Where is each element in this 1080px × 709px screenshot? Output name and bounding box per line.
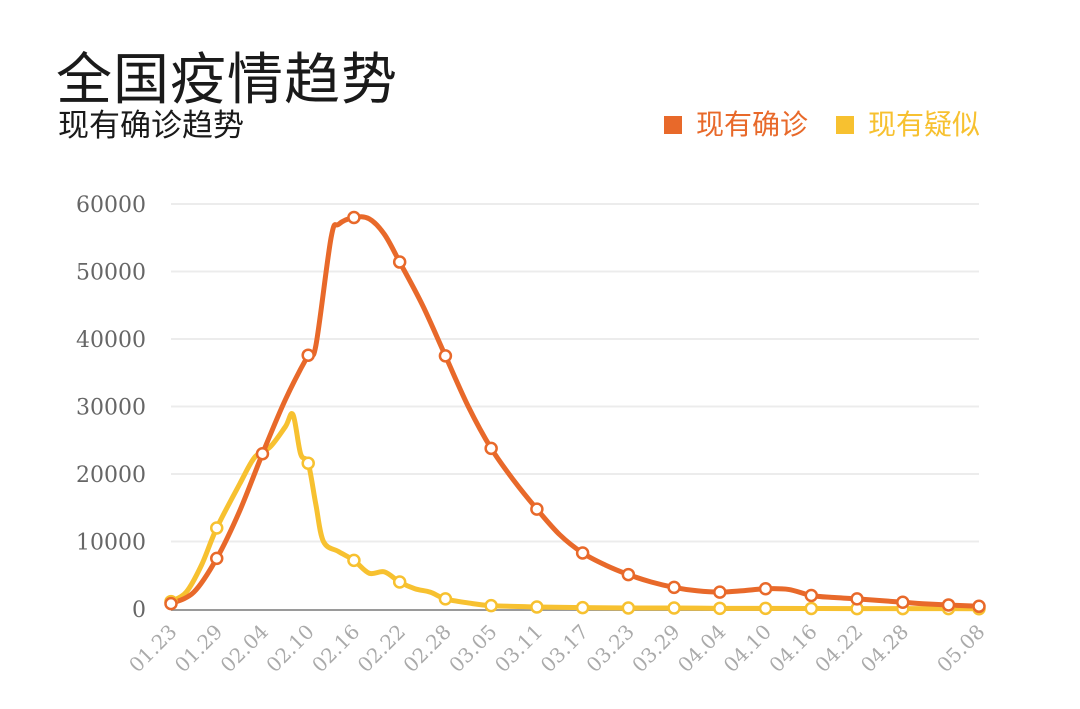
data-point-suspected	[575, 600, 590, 615]
chart-title: 现有确诊趋势	[58, 108, 244, 144]
data-point-confirmed	[850, 592, 864, 606]
data-point-suspected	[713, 601, 727, 616]
data-point-confirmed	[255, 447, 270, 461]
x-tick-label: 03.29	[627, 620, 684, 677]
data-point-confirmed	[392, 255, 407, 269]
x-tick-label: 03.23	[581, 620, 638, 677]
data-point-confirmed	[347, 210, 361, 225]
data-point-confirmed	[667, 580, 681, 595]
data-point-confirmed	[758, 582, 773, 596]
x-tick-label: 04.10	[719, 620, 776, 677]
data-point-suspected	[347, 553, 361, 568]
legend-swatch-suspected	[836, 115, 855, 134]
x-tick-label: 01.29	[170, 620, 227, 677]
x-tick-label: 02.04	[216, 620, 273, 677]
legend-label-confirmed: 现有确诊	[696, 108, 809, 141]
data-point-confirmed	[713, 585, 727, 599]
legend-label-suspected: 现有疑似	[868, 108, 981, 141]
x-tick-label: 01.23	[124, 620, 181, 677]
x-tick-label: 03.11	[490, 620, 547, 677]
page-title: 全国疫情趋势	[56, 47, 398, 113]
y-axis: 0 10000 20000 30000 40000 50000 60000	[76, 193, 146, 623]
data-point-confirmed	[301, 348, 315, 362]
data-point-suspected	[530, 600, 544, 614]
data-point-confirmed	[972, 599, 986, 614]
y-tick-label: 40000	[76, 328, 146, 353]
x-tick-label: 04.04	[673, 620, 730, 677]
x-tick-label: 02.22	[353, 620, 410, 677]
data-point-confirmed	[896, 595, 910, 609]
x-tick-label: 04.22	[810, 620, 867, 677]
series-lines	[168, 214, 982, 612]
data-point-suspected	[209, 521, 224, 535]
y-tick-label: 60000	[76, 193, 146, 218]
legend-item-confirmed[interactable]: 现有确诊	[664, 108, 808, 142]
data-point-confirmed	[575, 546, 590, 560]
data-point-confirmed	[804, 588, 819, 603]
data-point-confirmed	[621, 567, 636, 582]
legend-swatch-confirmed	[664, 115, 682, 134]
data-point-suspected	[667, 601, 681, 615]
data-point-confirmed	[484, 441, 498, 456]
legend-item-suspected[interactable]: 现有疑似	[836, 108, 980, 142]
y-tick-label: 50000	[76, 261, 146, 286]
data-point-confirmed	[438, 349, 453, 363]
x-tick-label: 02.28	[398, 620, 455, 677]
chart-legend: 现有确诊 现有疑似	[664, 108, 1008, 142]
data-point-confirmed	[941, 598, 956, 612]
data-point-suspected	[804, 601, 819, 616]
data-point-suspected	[621, 601, 636, 615]
x-tick-label: 03.17	[536, 620, 593, 677]
x-tick-label: 04.28	[856, 620, 913, 677]
x-tick-label: 03.05	[444, 620, 501, 677]
x-tick-label: 04.16	[764, 620, 821, 677]
x-tick-label: 05.08	[932, 620, 989, 677]
series-markers	[164, 210, 986, 616]
data-point-suspected	[438, 592, 453, 606]
x-tick-label: 02.10	[261, 620, 318, 677]
data-point-suspected	[392, 575, 407, 589]
x-tick-label: 02.16	[307, 620, 364, 677]
y-tick-label: 10000	[76, 531, 146, 556]
y-tick-label: 0	[132, 598, 146, 623]
x-axis: 01.2301.2902.0402.1002.1602.2202.2803.05…	[124, 620, 989, 677]
data-point-confirmed	[209, 551, 224, 566]
y-tick-label: 30000	[76, 396, 146, 421]
data-point-suspected	[484, 598, 498, 613]
data-point-suspected	[301, 456, 315, 470]
y-tick-label: 20000	[76, 463, 146, 488]
data-point-suspected	[758, 601, 773, 616]
series-line-suspected	[168, 411, 982, 612]
data-point-confirmed	[164, 596, 178, 611]
data-point-confirmed	[530, 502, 544, 516]
